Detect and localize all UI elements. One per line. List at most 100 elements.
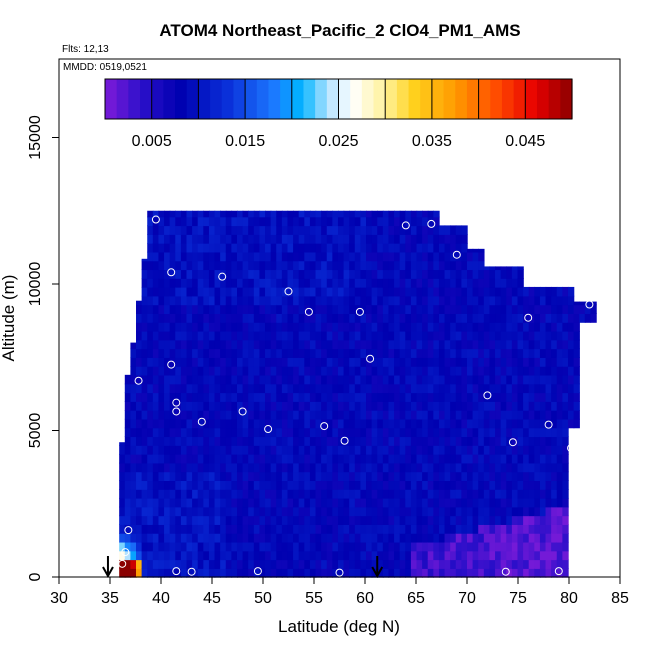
heatmap-cell — [281, 366, 289, 376]
heatmap-cell — [152, 304, 160, 314]
heatmap-cell — [551, 348, 558, 358]
heatmap-cell — [416, 330, 423, 341]
heatmap-cell — [450, 541, 457, 552]
heatmap-cell — [416, 515, 423, 525]
heatmap-cell — [343, 445, 350, 455]
heatmap-cell — [551, 515, 558, 525]
heatmap-cell — [422, 383, 429, 394]
heatmap-cell — [517, 497, 524, 508]
heatmap-cell — [360, 295, 367, 306]
heatmap-cell — [467, 471, 474, 482]
heatmap-cell — [478, 248, 485, 253]
heatmap-cell — [242, 278, 249, 288]
heatmap-cell — [366, 409, 373, 420]
heatmap-cell — [377, 269, 384, 279]
heatmap-cell — [186, 313, 193, 323]
heatmap-cell — [472, 436, 479, 446]
heatmap-cell — [315, 304, 322, 314]
heatmap-cell — [265, 251, 272, 262]
heatmap-cell — [197, 304, 205, 314]
heatmap-cell — [192, 313, 199, 323]
heatmap-cell — [192, 295, 199, 306]
heatmap-cell — [287, 550, 294, 561]
heatmap-cell — [304, 383, 311, 394]
heatmap-cell — [197, 330, 205, 341]
heatmap-cell — [248, 234, 255, 244]
heatmap-cell — [394, 392, 401, 402]
heatmap-cell — [276, 559, 283, 569]
heatmap-cell — [399, 383, 406, 394]
heatmap-cell — [422, 339, 429, 350]
heatmap-cell — [309, 445, 317, 455]
heatmap-cell — [276, 330, 283, 341]
heatmap-cell — [517, 506, 524, 517]
heatmap-cell — [186, 339, 193, 350]
heatmap-cell — [377, 462, 384, 473]
heatmap-cell — [523, 453, 530, 464]
heatmap-cell — [567, 339, 575, 350]
heatmap-cell — [461, 322, 468, 332]
heatmap-cell — [354, 374, 362, 385]
heatmap-cell — [214, 366, 221, 376]
heatmap-cell — [130, 515, 137, 525]
heatmap-cell — [506, 304, 513, 314]
heatmap-cell — [281, 269, 289, 279]
heatmap-cell — [500, 322, 507, 332]
heatmap-cell — [349, 269, 356, 279]
heatmap-cell — [186, 506, 193, 517]
heatmap-cell — [360, 559, 367, 569]
heatmap-cell — [242, 234, 249, 244]
heatmap-cell — [332, 383, 339, 394]
heatmap-cell — [253, 568, 261, 578]
heatmap-cell — [298, 462, 306, 473]
heatmap-cell — [225, 366, 233, 376]
heatmap-cell — [119, 462, 126, 473]
heatmap-cell — [399, 269, 406, 279]
heatmap-cell — [253, 401, 261, 411]
heatmap-cell — [293, 524, 300, 534]
heatmap-cell — [180, 269, 188, 279]
heatmap-cell — [405, 357, 412, 367]
heatmap-cell — [500, 339, 507, 350]
heatmap-cell — [438, 506, 446, 517]
heatmap-cell — [281, 234, 289, 244]
heatmap-cell — [422, 260, 429, 271]
heatmap-cell — [354, 322, 362, 332]
heatmap-cell — [478, 489, 485, 499]
heatmap-cell — [158, 374, 165, 385]
heatmap-cell — [388, 533, 395, 543]
heatmap-cell — [500, 330, 507, 341]
heatmap-cell — [309, 506, 317, 517]
heatmap-cell — [489, 278, 496, 288]
heatmap-cell — [309, 234, 317, 244]
heatmap-cell — [394, 251, 401, 262]
heatmap-cell — [444, 489, 451, 499]
heatmap-cell — [495, 295, 502, 306]
heatmap-cell — [472, 533, 479, 543]
heatmap-cell — [354, 216, 362, 227]
heatmap-cell — [321, 524, 328, 534]
heatmap-cell — [427, 436, 435, 446]
heatmap-cell — [360, 348, 367, 358]
heatmap-cell — [248, 559, 255, 569]
heatmap-cell — [360, 401, 367, 411]
heatmap-cell — [343, 524, 350, 534]
heatmap-cell — [231, 260, 238, 271]
heatmap-cell — [337, 489, 345, 499]
heatmap-cell — [248, 541, 255, 552]
heatmap-cell — [556, 383, 564, 394]
heatmap-cell — [175, 418, 182, 429]
heatmap-cell — [265, 541, 272, 552]
heatmap-cell — [332, 550, 339, 561]
heatmap-cell — [276, 366, 283, 376]
heatmap-cell — [343, 533, 350, 543]
heatmap-cell — [371, 313, 378, 323]
heatmap-cell — [315, 330, 322, 341]
heatmap-cell — [136, 497, 143, 508]
heatmap-cell — [545, 313, 552, 323]
heatmap-cell — [231, 295, 238, 306]
heatmap-cell — [517, 445, 524, 455]
heatmap-cell — [478, 348, 485, 358]
heatmap-cell — [534, 322, 541, 332]
heatmap-cell — [360, 374, 367, 385]
